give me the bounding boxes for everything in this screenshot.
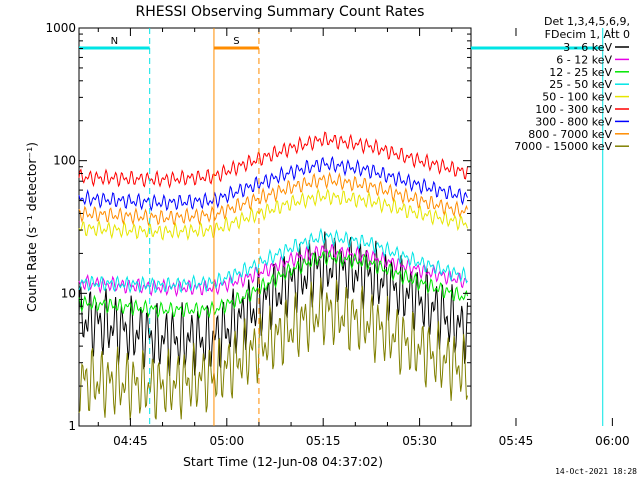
timestamp: 14-Oct-2021 18:28 xyxy=(555,467,637,476)
x-tick-label: 06:00 xyxy=(595,434,630,448)
legend-entry-label: 7000 - 15000 keV xyxy=(514,140,612,153)
x-tick-label: 05:45 xyxy=(499,434,534,448)
series-layer xyxy=(78,131,468,421)
legend-entry-label: 800 - 7000 keV xyxy=(528,128,612,141)
flag-label: S xyxy=(233,36,239,47)
legend: Det 1,3,4,5,6,9, FDecim 1, Att 0 3 - 6 k… xyxy=(514,15,630,153)
series-line xyxy=(78,131,468,189)
x-tick-label: 05:00 xyxy=(210,434,245,448)
x-tick-label: 04:45 xyxy=(113,434,148,448)
legend-entry-label: 300 - 800 keV xyxy=(535,115,612,128)
x-axis-label: Start Time (12-Jun-08 04:37:02) xyxy=(183,454,383,469)
y-tick-label: 1000 xyxy=(45,21,76,35)
series-line xyxy=(78,171,468,226)
legend-entry-label: 6 - 12 keV xyxy=(556,53,612,66)
x-tick-label: 05:30 xyxy=(402,434,437,448)
series-line xyxy=(78,249,468,319)
chart-title: RHESSI Observing Summary Count Rates xyxy=(136,4,425,20)
series-line xyxy=(78,187,468,241)
y-tick-label: 1 xyxy=(68,419,76,433)
legend-entry-label: 100 - 300 keV xyxy=(535,103,612,116)
flag-label: N xyxy=(111,36,118,47)
legend-entry-label: 25 - 50 keV xyxy=(549,78,612,91)
y-tick-label: 10 xyxy=(61,286,76,300)
axes-layer: 1 10 100 1000 04:45 05:00 05:15 05:30 05:45 06:00… xyxy=(45,21,630,448)
legend-header-line-1: Det 1,3,4,5,6,9, xyxy=(544,15,630,28)
legend-header-line-2: FDecim 1, Att 0 xyxy=(545,28,630,41)
y-axis-label: Count Rate (s⁻¹ detector⁻¹) xyxy=(24,142,39,312)
plot-frame xyxy=(78,27,472,427)
legend-entry-label: 3 - 6 keV xyxy=(563,41,612,54)
series-line xyxy=(78,243,468,298)
legend-entry-label: 12 - 25 keV xyxy=(549,66,612,79)
series-line xyxy=(78,277,468,421)
y-tick-label: 100 xyxy=(53,154,76,168)
x-tick-label: 05:15 xyxy=(306,434,341,448)
series-line xyxy=(78,227,468,294)
vertical-lines-layer xyxy=(149,28,604,426)
legend-entry-label: 50 - 100 keV xyxy=(542,91,612,104)
series-line xyxy=(78,155,468,212)
